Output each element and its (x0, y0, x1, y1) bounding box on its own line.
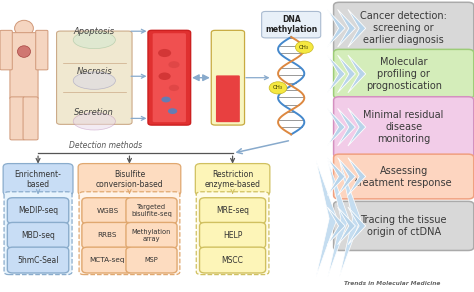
Text: Cancer detection:
screening or
earlier diagnosis: Cancer detection: screening or earlier d… (360, 11, 447, 45)
Text: Restriction
enzyme-based: Restriction enzyme-based (205, 170, 261, 189)
Text: Trends in Molecular Medicine: Trends in Molecular Medicine (344, 281, 440, 286)
Text: CH₃: CH₃ (273, 85, 283, 91)
Text: MCTA-seq: MCTA-seq (90, 257, 125, 263)
Circle shape (168, 108, 177, 114)
FancyBboxPatch shape (8, 247, 69, 273)
FancyBboxPatch shape (334, 2, 474, 54)
FancyBboxPatch shape (82, 223, 133, 248)
FancyBboxPatch shape (262, 11, 321, 38)
Text: Enrichment-
based: Enrichment- based (15, 170, 62, 189)
FancyBboxPatch shape (36, 30, 48, 70)
Ellipse shape (15, 20, 33, 36)
Text: DNA
methylation: DNA methylation (265, 15, 317, 34)
Text: MRE-seq: MRE-seq (216, 206, 249, 215)
Ellipse shape (18, 46, 30, 57)
Polygon shape (327, 207, 345, 245)
Text: 5hmC-Seal: 5hmC-Seal (18, 256, 59, 265)
Polygon shape (337, 9, 356, 47)
FancyBboxPatch shape (200, 198, 265, 224)
Circle shape (168, 61, 180, 68)
Text: Apoptosis: Apoptosis (74, 27, 115, 36)
FancyBboxPatch shape (82, 247, 133, 273)
Polygon shape (339, 161, 361, 277)
Text: MSCC: MSCC (222, 256, 244, 265)
Ellipse shape (269, 82, 287, 94)
Text: Tracing the tissue
origin of ctDNA: Tracing the tissue origin of ctDNA (360, 215, 447, 237)
FancyBboxPatch shape (126, 198, 177, 224)
FancyBboxPatch shape (10, 33, 38, 100)
FancyBboxPatch shape (334, 49, 474, 98)
Ellipse shape (73, 113, 115, 130)
Ellipse shape (73, 31, 115, 49)
FancyBboxPatch shape (200, 247, 265, 273)
FancyBboxPatch shape (195, 164, 270, 195)
Polygon shape (348, 158, 366, 195)
FancyBboxPatch shape (56, 31, 132, 124)
Polygon shape (348, 9, 366, 47)
Polygon shape (337, 108, 356, 146)
FancyBboxPatch shape (126, 247, 177, 273)
Text: Detection methods: Detection methods (70, 142, 143, 150)
Text: Targeted
bisulfite-seq: Targeted bisulfite-seq (131, 204, 172, 217)
Text: MSP: MSP (145, 257, 158, 263)
Ellipse shape (295, 41, 313, 53)
Text: WGBS: WGBS (96, 208, 118, 214)
FancyBboxPatch shape (3, 164, 73, 195)
Text: Secretion: Secretion (74, 108, 114, 117)
FancyBboxPatch shape (82, 198, 133, 224)
FancyBboxPatch shape (0, 30, 12, 70)
Text: MBD-seq: MBD-seq (21, 231, 55, 240)
Polygon shape (348, 55, 366, 93)
FancyBboxPatch shape (8, 223, 69, 248)
FancyBboxPatch shape (216, 75, 240, 122)
FancyBboxPatch shape (334, 154, 474, 199)
Circle shape (158, 72, 171, 80)
FancyBboxPatch shape (153, 33, 186, 122)
Circle shape (169, 85, 179, 91)
Circle shape (161, 97, 171, 102)
Text: Minimal residual
disease
monitoring: Minimal residual disease monitoring (364, 110, 444, 144)
Polygon shape (316, 161, 337, 277)
Polygon shape (337, 158, 356, 195)
Text: Necrosis: Necrosis (76, 67, 112, 77)
FancyBboxPatch shape (79, 192, 180, 274)
Polygon shape (337, 55, 356, 93)
Polygon shape (348, 108, 366, 146)
Polygon shape (328, 161, 349, 277)
Text: Assessing
treatment response: Assessing treatment response (356, 166, 452, 187)
Polygon shape (327, 9, 345, 47)
Polygon shape (327, 108, 345, 146)
Text: Bisulfite
conversion-based: Bisulfite conversion-based (96, 170, 163, 189)
FancyBboxPatch shape (8, 198, 69, 224)
FancyBboxPatch shape (334, 97, 474, 157)
FancyBboxPatch shape (148, 30, 191, 125)
Polygon shape (348, 207, 366, 245)
FancyBboxPatch shape (23, 97, 38, 140)
Text: Methylation
array: Methylation array (132, 229, 171, 242)
Polygon shape (327, 55, 345, 93)
Text: Molecular
profiling or
prognostication: Molecular profiling or prognostication (365, 57, 442, 91)
Text: MeDIP-seq: MeDIP-seq (18, 206, 58, 215)
Ellipse shape (73, 72, 115, 89)
FancyBboxPatch shape (334, 201, 474, 251)
Polygon shape (327, 158, 345, 195)
FancyBboxPatch shape (10, 97, 25, 140)
Text: HELP: HELP (223, 231, 242, 240)
Text: RRBS: RRBS (98, 232, 117, 238)
Circle shape (158, 49, 171, 57)
FancyBboxPatch shape (4, 192, 72, 274)
FancyBboxPatch shape (211, 30, 245, 125)
Text: CH₃: CH₃ (299, 45, 310, 50)
FancyBboxPatch shape (200, 223, 265, 248)
FancyBboxPatch shape (126, 223, 177, 248)
Polygon shape (337, 207, 356, 245)
FancyBboxPatch shape (78, 164, 181, 195)
FancyBboxPatch shape (196, 192, 269, 274)
